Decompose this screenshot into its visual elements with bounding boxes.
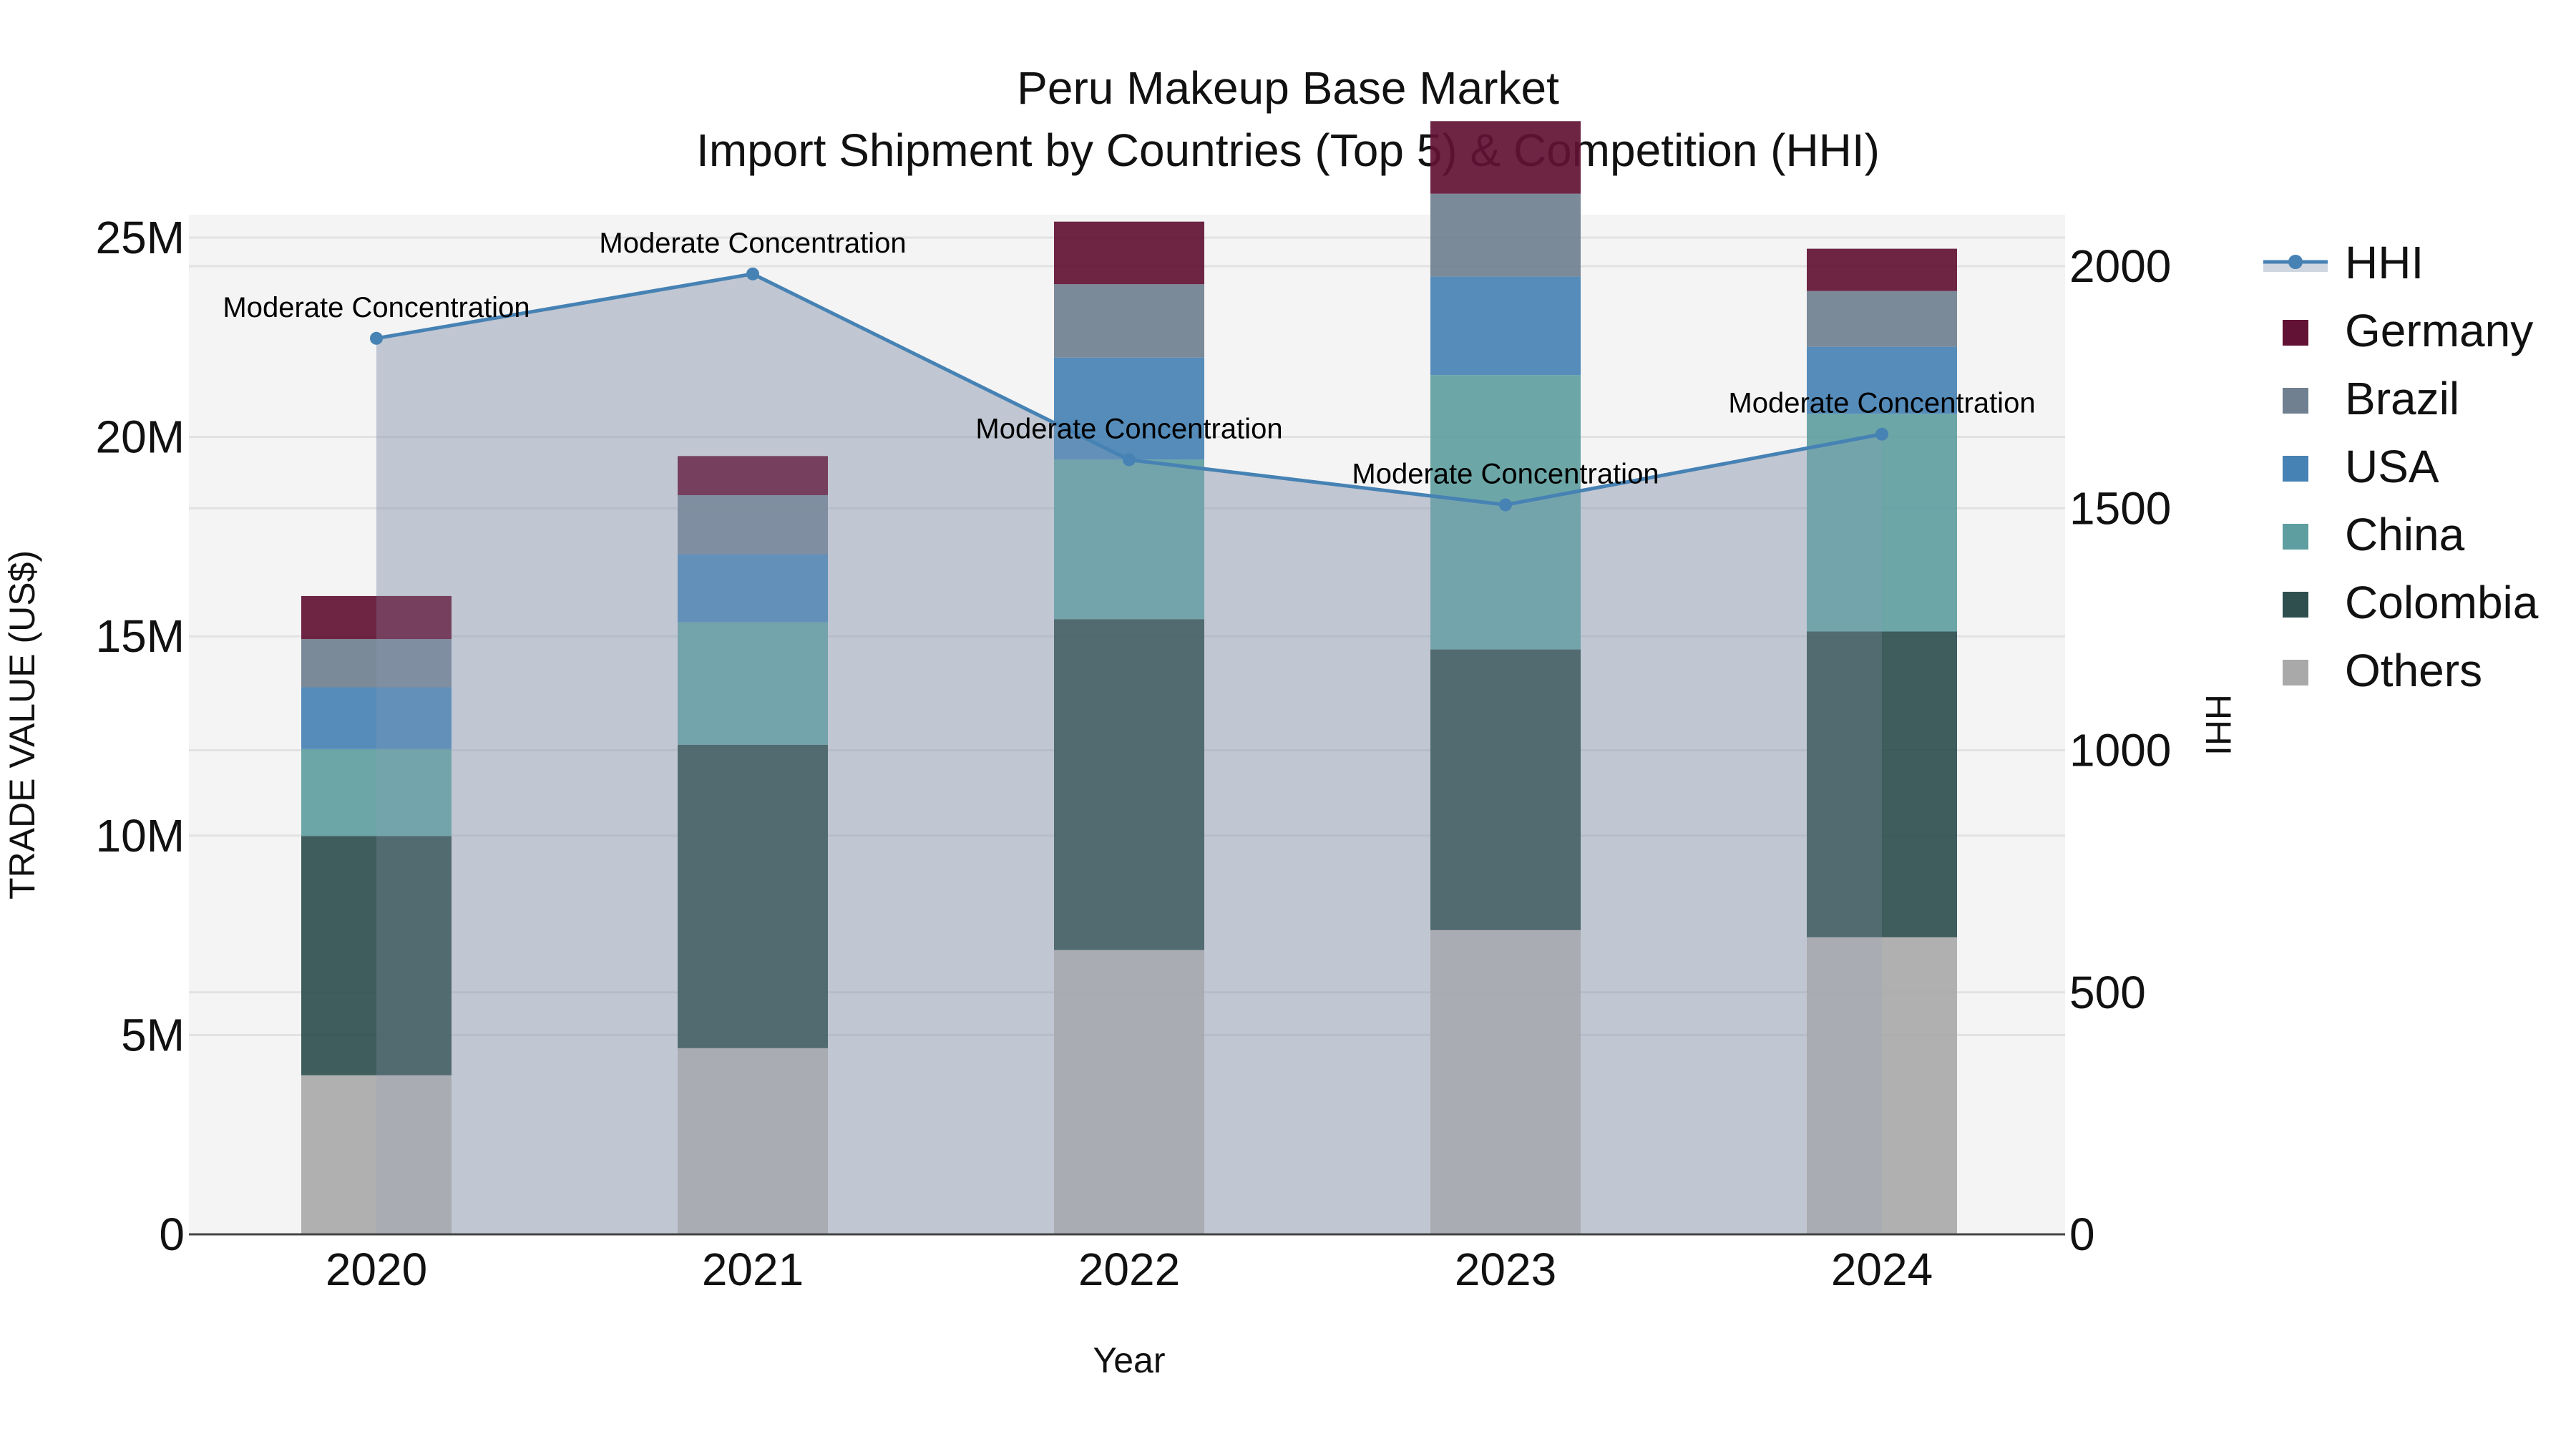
x-tick-label: 2024 — [1831, 1244, 1933, 1295]
stacked-bars — [301, 121, 1957, 1235]
y-tick-label: 25M — [96, 212, 185, 263]
x-tick-label: 2023 — [1455, 1244, 1556, 1295]
legend-swatch-usa — [2283, 456, 2308, 482]
legend-label-colombia: Colombia — [2345, 577, 2539, 628]
bar-segment-brazil — [1430, 193, 1581, 277]
y-tick-label: 5M — [121, 1009, 185, 1060]
bar-segment-brazil — [1807, 291, 1957, 347]
y2-tick-label: 500 — [2069, 967, 2146, 1018]
hhi-annotation: Moderate Concentration — [599, 228, 906, 259]
legend-swatch-colombia — [2283, 592, 2308, 618]
y-tick-label: 15M — [96, 610, 185, 662]
y2-tick-label: 0 — [2069, 1209, 2095, 1260]
hhi-annotation: Moderate Concentration — [975, 414, 1282, 445]
hhi-fill-overlay — [376, 273, 1882, 1235]
bar-segment-colombia — [678, 744, 828, 1048]
hhi-annotations: Moderate Concentration Moderate Concentra… — [223, 228, 2035, 490]
legend-swatch-others — [2283, 660, 2308, 686]
y2-tick-label: 1000 — [2069, 725, 2171, 776]
legend-label-brazil: Brazil — [2345, 373, 2459, 424]
legend-label-others: Others — [2345, 645, 2482, 696]
x-tick-label: 2021 — [702, 1244, 804, 1295]
y-tick-label: 10M — [96, 810, 185, 862]
y2-tick-label: 2000 — [2069, 240, 2171, 292]
bar-segment-germany — [1807, 248, 1957, 291]
hhi-marker — [1875, 427, 1888, 441]
legend-label-germany: Germany — [2345, 305, 2533, 356]
bar-segment-brazil — [1054, 284, 1204, 358]
bar-segment-colombia — [301, 836, 452, 1075]
chart-title: Peru Makeup Base Market — [1017, 62, 1559, 114]
legend-label-hhi: HHI — [2345, 237, 2424, 288]
bar-segment-china — [678, 622, 828, 745]
hhi-marker — [1123, 453, 1136, 467]
bar-segment-china — [1054, 459, 1204, 620]
chart-subtitle: Import Shipment by Countries (Top 5) & C… — [696, 125, 1880, 176]
y-axis-ticks: 0 5M 10M 15M 20M 25M — [96, 212, 185, 1260]
bar-segment-usa — [1807, 346, 1957, 414]
bar-segment-others — [678, 1048, 828, 1234]
hhi-marker — [1499, 498, 1512, 512]
legend-label-usa: USA — [2345, 441, 2439, 492]
bar-segment-others — [301, 1075, 452, 1234]
hhi-line — [370, 267, 1888, 512]
bar-segment-germany — [678, 456, 828, 495]
hhi-marker — [746, 267, 759, 280]
legend-swatch-germany — [2283, 320, 2308, 346]
y-axis-title: TRADE VALUE (US$) — [2, 550, 42, 899]
bar-segment-usa — [301, 687, 452, 749]
bar-segment-china — [301, 748, 452, 836]
legend-label-china: China — [2345, 509, 2465, 560]
y-tick-label: 0 — [159, 1209, 185, 1260]
y2-axis-ticks: 0 500 1000 1500 2000 — [2069, 240, 2171, 1260]
bar-segment-china — [1807, 414, 1957, 632]
bar-segment-germany — [1054, 221, 1204, 285]
bar-segment-germany — [1430, 121, 1581, 194]
legend-swatch-brazil — [2283, 388, 2308, 414]
y2-axis-title: HHI — [2198, 694, 2238, 756]
bar-segment-colombia — [1430, 649, 1581, 930]
y2-tick-label: 1500 — [2069, 482, 2171, 534]
bar-segment-brazil — [301, 639, 452, 688]
hhi-annotation: Moderate Concentration — [1352, 459, 1659, 490]
legend: HHI Germany Brazil USA China Colombia Others — [2263, 237, 2539, 696]
x-tick-label: 2020 — [326, 1244, 427, 1295]
bar-segment-brazil — [678, 494, 828, 555]
legend-swatch-hhi-marker — [2288, 255, 2303, 269]
bar-segment-usa — [1054, 357, 1204, 460]
x-axis-ticks: 2020 2021 2022 2023 2024 — [326, 1244, 1933, 1295]
bar-segment-usa — [678, 554, 828, 623]
hhi-annotation: Moderate Concentration — [223, 292, 530, 323]
bar-segment-others — [1054, 950, 1204, 1234]
bar-segment-colombia — [1807, 631, 1957, 937]
legend-swatch-china — [2283, 524, 2308, 550]
bar-segment-others — [1430, 930, 1581, 1234]
bar-segment-usa — [1430, 276, 1581, 376]
bar-segment-china — [1430, 375, 1581, 650]
bar-segment-germany — [301, 595, 452, 640]
bar-segment-colombia — [1054, 619, 1204, 950]
bar-segment-others — [1807, 937, 1957, 1234]
x-axis-title: Year — [1093, 1340, 1165, 1380]
hhi-annotation: Moderate Concentration — [1728, 388, 2035, 419]
x-tick-label: 2022 — [1078, 1244, 1180, 1295]
y-tick-label: 20M — [96, 411, 185, 463]
hhi-marker — [370, 331, 383, 345]
